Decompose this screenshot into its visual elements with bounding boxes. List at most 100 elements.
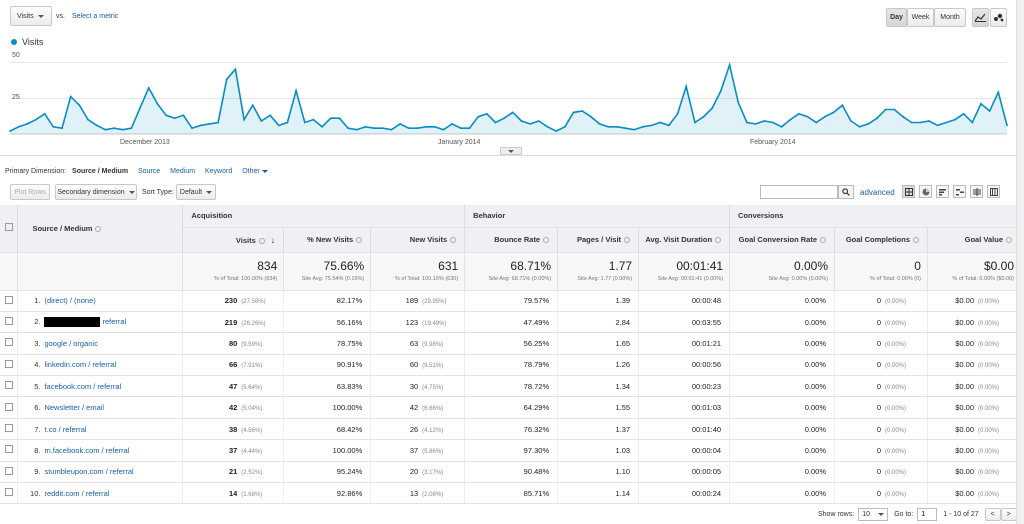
scrollbar-track[interactable] bbox=[1016, 0, 1024, 524]
table-row[interactable]: 4. linkedin.com / referral 66 (7.91%) 90.91%… bbox=[0, 354, 1022, 377]
visits-chart[interactable] bbox=[0, 0, 1024, 160]
row-dimension-link[interactable]: (direct) / (none) bbox=[44, 296, 96, 306]
data-point[interactable] bbox=[702, 115, 705, 118]
data-point[interactable] bbox=[997, 91, 1000, 94]
data-point[interactable] bbox=[711, 107, 714, 109]
data-point[interactable] bbox=[425, 125, 427, 128]
data-point[interactable] bbox=[61, 127, 63, 130]
data-point[interactable] bbox=[590, 115, 592, 118]
data-point[interactable] bbox=[763, 120, 766, 122]
data-point[interactable] bbox=[858, 125, 861, 128]
pie-view-icon[interactable] bbox=[919, 185, 932, 198]
next-page-button[interactable]: > bbox=[1000, 508, 1017, 521]
data-point[interactable] bbox=[407, 127, 410, 130]
row-checkbox[interactable] bbox=[4, 445, 13, 454]
row-dimension-link[interactable]: google / organic bbox=[44, 338, 98, 348]
advanced-link[interactable]: advanced bbox=[860, 188, 895, 197]
performance-view-icon[interactable] bbox=[936, 185, 949, 198]
help-icon[interactable] bbox=[450, 237, 457, 244]
data-point[interactable] bbox=[251, 104, 254, 107]
data-point[interactable] bbox=[780, 125, 783, 128]
data-point[interactable] bbox=[355, 128, 358, 131]
data-point[interactable] bbox=[416, 127, 419, 130]
data-point[interactable] bbox=[442, 128, 445, 131]
data-point[interactable] bbox=[650, 124, 653, 127]
table-row[interactable]: 2. referral 219 (26.26%) 56.16% 123 (19.49%) 47… bbox=[0, 311, 1022, 334]
row-checkbox[interactable] bbox=[4, 359, 13, 368]
col-pages-visit[interactable]: Pages / Visit bbox=[557, 227, 640, 253]
data-point[interactable] bbox=[884, 108, 887, 111]
dimension-source[interactable]: Source bbox=[138, 168, 161, 175]
collapse-chart-handle[interactable] bbox=[500, 147, 522, 155]
data-point[interactable] bbox=[746, 121, 748, 124]
data-point[interactable] bbox=[503, 117, 506, 120]
comparison-view-icon[interactable] bbox=[953, 185, 966, 198]
data-point[interactable] bbox=[676, 112, 679, 115]
table-row[interactable]: 7. t.co / referral 38 (4.56%) 68.42% 26 (4.12%… bbox=[0, 418, 1022, 441]
secondary-dimension-select[interactable]: Secondary dimension bbox=[55, 184, 137, 200]
prev-page-button[interactable]: < bbox=[984, 508, 1001, 521]
row-dimension-link[interactable]: referral bbox=[102, 317, 127, 327]
data-point[interactable] bbox=[286, 121, 289, 124]
help-icon[interactable] bbox=[543, 237, 550, 244]
data-point[interactable] bbox=[988, 110, 991, 112]
row-checkbox[interactable] bbox=[4, 424, 13, 433]
data-point[interactable] bbox=[910, 121, 913, 124]
goto-input[interactable] bbox=[917, 508, 938, 521]
data-point[interactable] bbox=[936, 124, 939, 127]
data-point[interactable] bbox=[815, 121, 818, 124]
table-search-input[interactable] bbox=[760, 185, 838, 199]
data-point[interactable] bbox=[121, 128, 124, 131]
data-point[interactable] bbox=[537, 120, 540, 122]
data-point[interactable] bbox=[659, 121, 662, 124]
sort-type-select[interactable]: Default bbox=[176, 184, 216, 200]
data-table-view-icon[interactable] bbox=[902, 185, 915, 198]
search-icon[interactable] bbox=[838, 185, 854, 199]
row-checkbox-cell[interactable] bbox=[0, 418, 19, 441]
data-point[interactable] bbox=[945, 121, 948, 124]
row-checkbox-cell[interactable] bbox=[0, 290, 19, 312]
data-point[interactable] bbox=[876, 117, 878, 120]
data-point[interactable] bbox=[277, 124, 280, 127]
row-checkbox[interactable] bbox=[4, 402, 13, 411]
month-button[interactable]: Month bbox=[934, 8, 966, 27]
data-point[interactable] bbox=[980, 102, 982, 105]
data-point[interactable] bbox=[433, 125, 436, 128]
data-point[interactable] bbox=[824, 115, 826, 118]
data-point[interactable] bbox=[234, 68, 237, 71]
show-rows-select[interactable]: 10 bbox=[858, 508, 889, 521]
data-point[interactable] bbox=[928, 120, 930, 122]
table-row[interactable]: 6. Newsletter / email 42 (5.04%) 100.00% 42 (6… bbox=[0, 396, 1022, 419]
help-icon[interactable] bbox=[715, 237, 722, 244]
row-dimension-link[interactable]: facebook.com / referral bbox=[44, 381, 122, 391]
data-point[interactable] bbox=[616, 125, 618, 128]
motion-chart-icon[interactable] bbox=[990, 8, 1007, 27]
col-goal-conversion-rate[interactable]: Goal Conversion Rate bbox=[729, 227, 836, 253]
data-point[interactable] bbox=[87, 118, 89, 121]
data-point[interactable] bbox=[390, 128, 393, 131]
row-dimension-link[interactable]: t.co / referral bbox=[44, 424, 87, 434]
data-point[interactable] bbox=[954, 118, 956, 121]
data-point[interactable] bbox=[685, 85, 688, 88]
dimension-source-medium[interactable]: Source / Medium bbox=[72, 168, 129, 175]
data-point[interactable] bbox=[43, 112, 46, 115]
data-point[interactable] bbox=[104, 128, 107, 131]
row-checkbox-cell[interactable] bbox=[0, 311, 19, 334]
data-point[interactable] bbox=[312, 118, 315, 121]
data-point[interactable] bbox=[642, 125, 644, 128]
row-checkbox[interactable] bbox=[4, 338, 13, 347]
data-point[interactable] bbox=[225, 78, 228, 81]
data-point[interactable] bbox=[832, 111, 835, 114]
data-point[interactable] bbox=[555, 130, 558, 133]
data-point[interactable] bbox=[113, 127, 115, 130]
data-point[interactable] bbox=[243, 118, 246, 121]
help-icon[interactable] bbox=[95, 225, 102, 232]
data-point[interactable] bbox=[485, 112, 488, 115]
data-point[interactable] bbox=[841, 104, 844, 107]
data-point[interactable] bbox=[728, 64, 731, 66]
data-point[interactable] bbox=[572, 111, 575, 114]
data-point[interactable] bbox=[295, 89, 297, 92]
data-point[interactable] bbox=[720, 89, 722, 92]
select-all-header[interactable] bbox=[0, 205, 19, 253]
data-point[interactable] bbox=[468, 127, 471, 130]
